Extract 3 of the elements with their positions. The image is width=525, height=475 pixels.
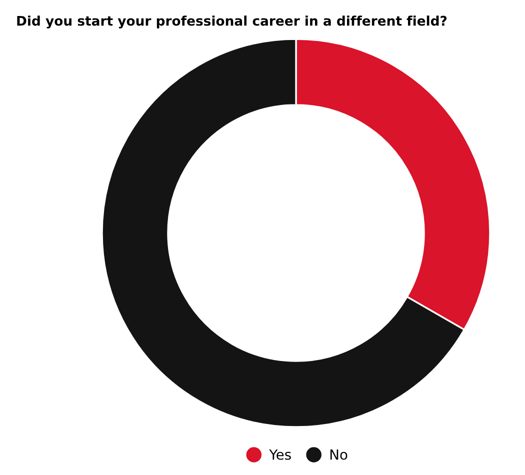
chart-title: Did you start your professional career in a different field? — [17, 16, 447, 28]
legend-label: Yes — [269, 449, 291, 460]
legend-label: No — [330, 449, 348, 460]
